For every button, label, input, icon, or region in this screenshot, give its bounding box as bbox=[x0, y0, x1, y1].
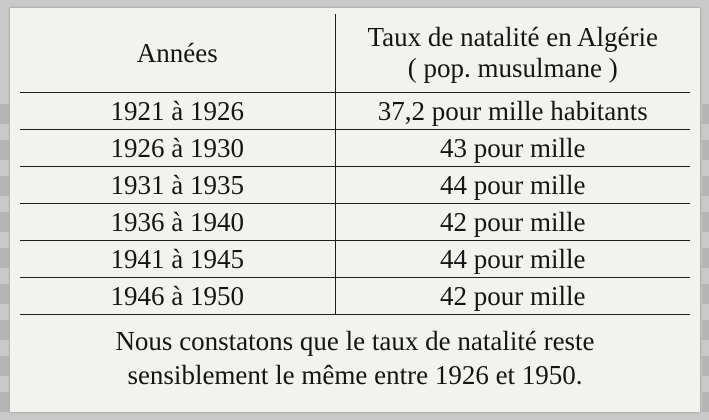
conclusion-line-1: Nous constatons que le taux de natalité … bbox=[115, 326, 595, 356]
rate-cell: 44 pour mille bbox=[335, 240, 690, 278]
table-row: 1936 à 1940 42 pour mille bbox=[20, 203, 690, 241]
table-row: 1941 à 1945 44 pour mille bbox=[20, 240, 690, 278]
period-cell: 1921 à 1926 bbox=[20, 92, 336, 130]
header-birth-rate-subtitle: ( pop. musulmane ) bbox=[407, 53, 618, 83]
conclusion-row: Nous constatons que le taux de natalité … bbox=[20, 315, 690, 402]
conclusion-cell: Nous constatons que le taux de natalité … bbox=[20, 315, 690, 402]
table-header-row: Années Taux de natalité en Algérie ( pop… bbox=[20, 14, 690, 93]
header-years: Années bbox=[20, 14, 336, 93]
rate-cell: 42 pour mille bbox=[335, 277, 690, 315]
rate-cell: 42 pour mille bbox=[335, 203, 690, 241]
table-row: 1926 à 1930 43 pour mille bbox=[20, 129, 690, 167]
table-sheet: Années Taux de natalité en Algérie ( pop… bbox=[10, 8, 700, 412]
table-row: 1946 à 1950 42 pour mille bbox=[20, 277, 690, 315]
birth-rate-table: Années Taux de natalité en Algérie ( pop… bbox=[20, 14, 690, 401]
table-row: 1921 à 1926 37,2 pour mille habitants bbox=[20, 92, 690, 130]
period-cell: 1936 à 1940 bbox=[20, 203, 336, 241]
header-birth-rate: Taux de natalité en Algérie ( pop. musul… bbox=[335, 14, 690, 93]
period-cell: 1931 à 1935 bbox=[20, 166, 336, 204]
header-birth-rate-title: Taux de natalité en Algérie bbox=[367, 22, 659, 52]
rate-cell: 37,2 pour mille habitants bbox=[335, 92, 690, 130]
period-cell: 1941 à 1945 bbox=[20, 240, 336, 278]
conclusion-line-2: sensiblement le même entre 1926 et 1950. bbox=[127, 360, 583, 390]
period-cell: 1926 à 1930 bbox=[20, 129, 336, 167]
table-row: 1931 à 1935 44 pour mille bbox=[20, 166, 690, 204]
rate-cell: 43 pour mille bbox=[335, 129, 690, 167]
period-cell: 1946 à 1950 bbox=[20, 277, 336, 315]
rate-cell: 44 pour mille bbox=[335, 166, 690, 204]
